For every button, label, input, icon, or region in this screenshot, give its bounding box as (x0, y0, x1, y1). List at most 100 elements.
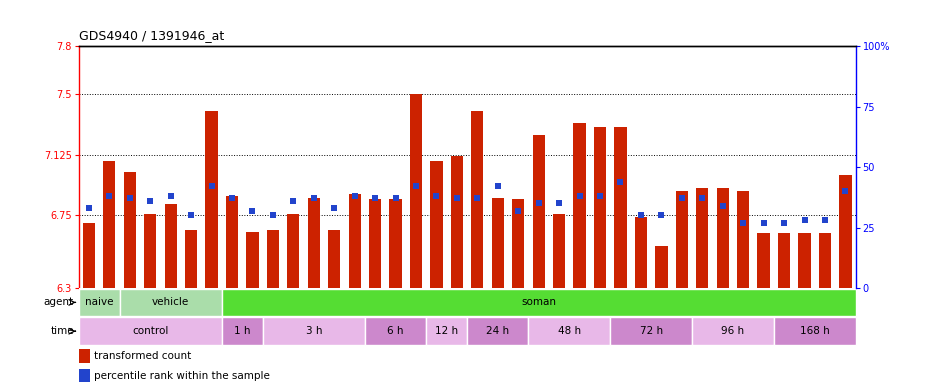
Point (470, 195, 485, 202)
Bar (426, 317, 467, 345)
Text: 12 h: 12 h (435, 326, 458, 336)
Bar (119, 289, 222, 316)
Bar (450, 156, 463, 288)
Bar (758, 233, 770, 288)
Bar (737, 191, 749, 288)
Point (409, 183, 424, 189)
Point (613, 179, 628, 185)
Text: vehicle: vehicle (152, 297, 190, 308)
Bar (79, 289, 119, 316)
Bar (104, 161, 116, 288)
Point (81, 205, 96, 211)
Point (654, 212, 669, 218)
Point (634, 212, 648, 218)
Point (102, 193, 117, 199)
Bar (79, 349, 91, 363)
Bar (165, 204, 177, 288)
Point (306, 195, 321, 202)
Bar (226, 196, 238, 288)
Bar (222, 289, 856, 316)
Point (757, 220, 771, 226)
Bar (205, 111, 217, 288)
Bar (528, 317, 610, 345)
Point (551, 200, 566, 207)
Bar (692, 317, 774, 345)
Bar (266, 230, 279, 288)
Point (674, 195, 689, 202)
Point (368, 195, 383, 202)
Point (184, 212, 199, 218)
Bar (774, 317, 856, 345)
Bar (389, 199, 401, 288)
Text: 3 h: 3 h (305, 326, 322, 336)
Point (429, 193, 444, 199)
Bar (839, 175, 852, 288)
Point (388, 195, 403, 202)
Text: soman: soman (521, 297, 556, 308)
Bar (553, 214, 565, 288)
Bar (819, 233, 831, 288)
Bar (349, 194, 361, 288)
Point (777, 220, 792, 226)
Text: 168 h: 168 h (800, 326, 830, 336)
Bar (471, 111, 484, 288)
Point (511, 207, 525, 214)
Point (163, 193, 178, 199)
Point (531, 200, 546, 207)
Text: 6 h: 6 h (388, 326, 404, 336)
Bar (222, 317, 263, 345)
Bar (533, 135, 545, 288)
Point (122, 195, 137, 202)
Point (347, 193, 362, 199)
Bar (263, 317, 364, 345)
Bar (287, 214, 300, 288)
Bar (82, 223, 95, 288)
Point (450, 195, 464, 202)
Point (204, 183, 219, 189)
Point (735, 220, 750, 226)
Text: 1 h: 1 h (234, 326, 251, 336)
Bar (574, 124, 586, 288)
Text: agent: agent (43, 297, 74, 308)
Point (265, 212, 280, 218)
Bar (410, 94, 422, 288)
Text: percentile rank within the sample: percentile rank within the sample (94, 371, 270, 381)
Text: 72 h: 72 h (639, 326, 662, 336)
Text: GDS4940 / 1391946_at: GDS4940 / 1391946_at (79, 29, 224, 42)
Text: 24 h: 24 h (487, 326, 510, 336)
Bar (610, 317, 692, 345)
Text: control: control (132, 326, 168, 336)
Bar (512, 199, 524, 288)
Bar (614, 127, 626, 288)
Bar (364, 317, 426, 345)
Point (142, 198, 157, 204)
Bar (594, 127, 606, 288)
Text: 48 h: 48 h (558, 326, 581, 336)
Bar (79, 317, 222, 345)
Text: 96 h: 96 h (722, 326, 745, 336)
Bar (492, 198, 504, 288)
Bar (655, 246, 668, 288)
Point (245, 207, 260, 214)
Text: transformed count: transformed count (94, 351, 191, 361)
Bar (675, 191, 688, 288)
Bar (185, 230, 197, 288)
Bar (124, 172, 136, 288)
Bar (697, 188, 709, 288)
Point (225, 195, 240, 202)
Bar (328, 230, 340, 288)
Point (715, 203, 730, 209)
Point (490, 183, 505, 189)
Point (593, 193, 608, 199)
Bar (430, 161, 442, 288)
Point (818, 217, 833, 223)
Bar (369, 199, 381, 288)
Bar (144, 214, 156, 288)
Point (327, 205, 341, 211)
Bar (717, 188, 729, 288)
Text: naive: naive (85, 297, 114, 308)
Bar (79, 369, 91, 382)
Bar (246, 232, 259, 288)
Bar (798, 233, 810, 288)
Bar (308, 198, 320, 288)
